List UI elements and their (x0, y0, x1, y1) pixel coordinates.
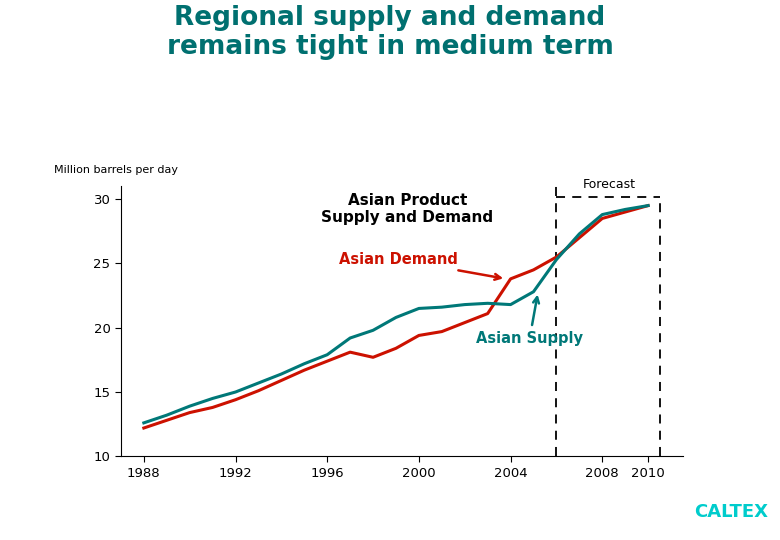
Text: Forecast: Forecast (583, 178, 636, 192)
Text: 13: 13 (39, 487, 56, 500)
Text: CALTEX: CALTEX (694, 503, 768, 521)
Text: Million barrels per day: Million barrels per day (54, 165, 178, 175)
Text: Asian Demand: Asian Demand (339, 252, 501, 280)
Text: Asian Supply: Asian Supply (477, 297, 583, 346)
Text: As at January 2007. Source: BP Statistical Review (1970–2006);
East-West (2007);: As at January 2007. Source: BP Statistic… (66, 487, 396, 509)
Text: Regional supply and demand
remains tight in medium term: Regional supply and demand remains tight… (167, 5, 613, 60)
Text: Asian Product
Supply and Demand: Asian Product Supply and Demand (321, 193, 494, 225)
